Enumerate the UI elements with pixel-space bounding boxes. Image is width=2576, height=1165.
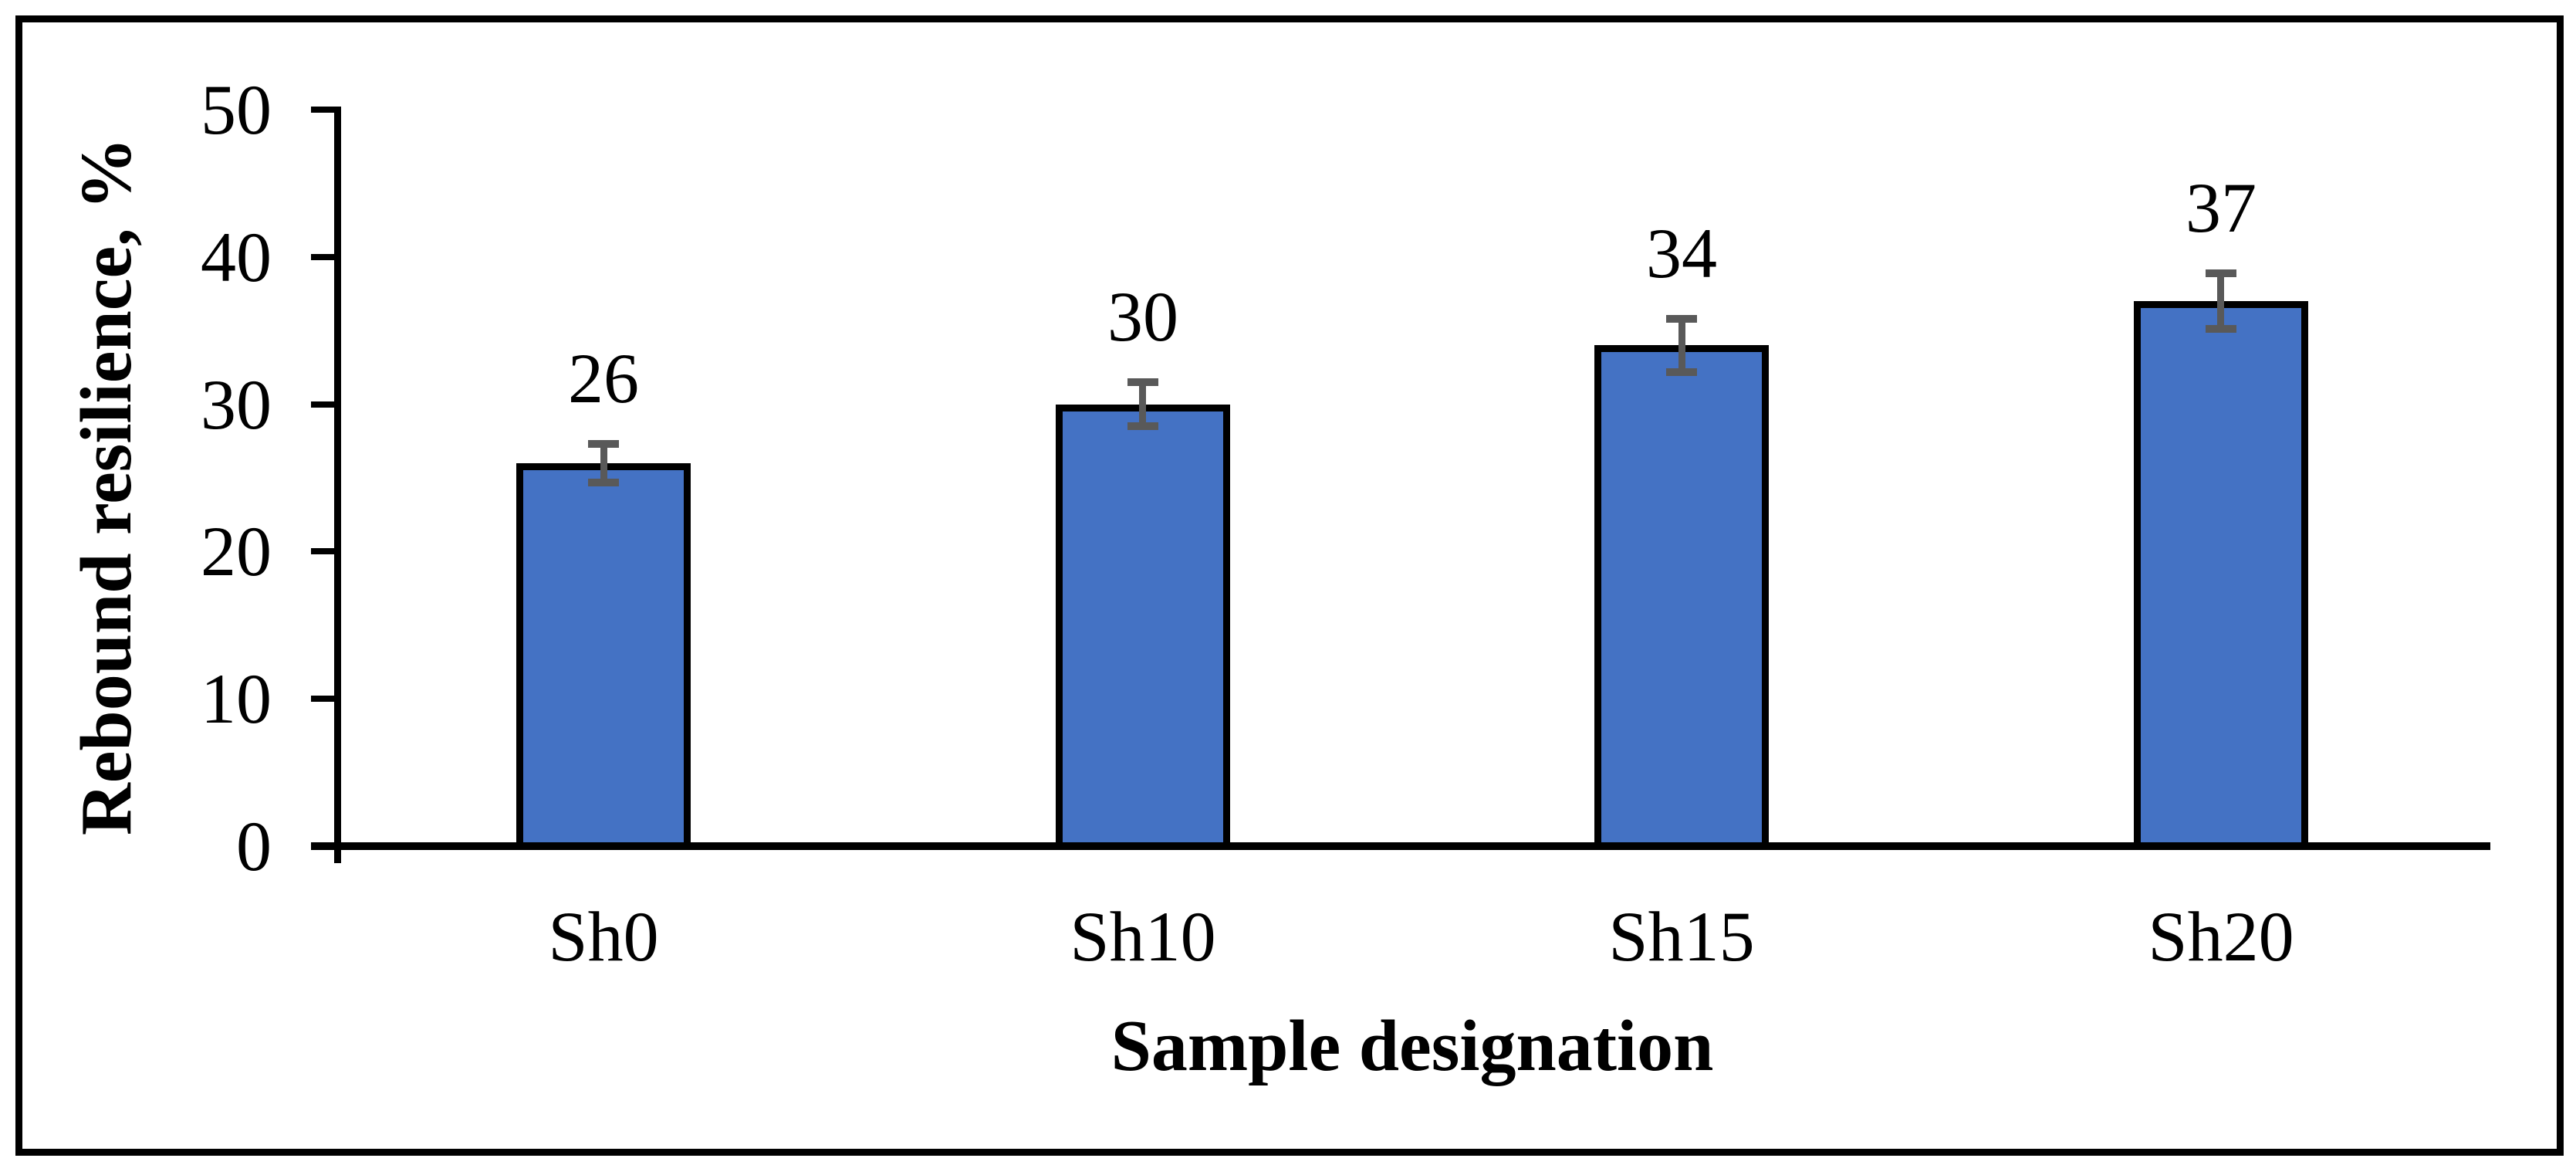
y-axis-title: Rebound resilience, % — [66, 137, 147, 836]
bar — [1594, 345, 1769, 849]
error-bar-cap-top — [1127, 378, 1158, 386]
error-bar-cap-bottom — [588, 479, 619, 486]
error-bar-stem — [2217, 273, 2224, 330]
error-bar-cap-bottom — [1127, 422, 1158, 430]
error-bar-cap-top — [2206, 269, 2236, 277]
y-tick-label: 20 — [201, 512, 272, 591]
error-bar-stem — [1139, 382, 1146, 426]
bar — [1056, 405, 1230, 849]
error-bar-cap-top — [588, 440, 619, 448]
bar — [516, 463, 691, 849]
y-tick — [311, 696, 334, 702]
error-bar-cap-top — [1666, 315, 1697, 323]
y-tick — [311, 548, 334, 554]
error-bar-stem — [600, 444, 607, 483]
y-tick-label: 50 — [201, 70, 272, 149]
y-tick-label: 10 — [201, 659, 272, 738]
category-label: Sh20 — [2148, 897, 2294, 976]
category-label: Sh0 — [548, 897, 659, 976]
bar-data-label: 34 — [1646, 214, 1717, 293]
y-tick-label: 40 — [201, 218, 272, 296]
x-axis-line — [311, 842, 2490, 850]
figure-border — [15, 15, 2564, 1156]
y-tick-label: 0 — [236, 807, 272, 886]
y-tick — [311, 254, 334, 260]
y-tick — [311, 107, 334, 113]
error-bar-cap-bottom — [2206, 325, 2236, 333]
bar-data-label: 37 — [2186, 168, 2257, 247]
error-bar-cap-bottom — [1666, 368, 1697, 376]
x-axis-title: Sample designation — [1111, 1006, 1714, 1086]
category-label: Sh15 — [1608, 897, 1755, 976]
error-bar-stem — [1678, 319, 1685, 372]
y-axis-line — [334, 107, 341, 863]
bar-data-label: 30 — [1107, 277, 1178, 356]
category-label: Sh10 — [1070, 897, 1216, 976]
y-tick-label: 30 — [201, 365, 272, 444]
bar — [2134, 301, 2308, 849]
y-tick — [311, 401, 334, 408]
bar-data-label: 26 — [568, 339, 639, 418]
